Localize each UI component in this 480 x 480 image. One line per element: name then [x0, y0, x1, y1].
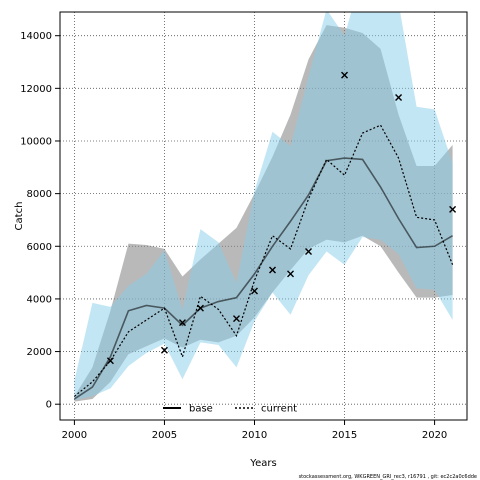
observation-point [178, 319, 186, 327]
x-tick-label: 2000 [62, 430, 87, 441]
y-tick-label: 4000 [27, 294, 52, 305]
y-axis-label: Catch [14, 202, 25, 231]
observation-point [305, 248, 313, 256]
legend: base current [163, 404, 297, 415]
y-tick-label: 8000 [27, 189, 52, 200]
observation-point [251, 287, 258, 295]
x-tick-label: 2015 [332, 430, 357, 441]
observation-point [232, 315, 240, 323]
legend-label-base: base [189, 404, 213, 415]
footer-credit: stockassessment.org, WKGREEN_GRI_rec3, r… [299, 474, 477, 480]
x-tick-label: 2010 [242, 430, 267, 441]
observation-point [395, 94, 403, 102]
series-lines [73, 124, 454, 400]
observation-point [196, 304, 204, 312]
observation-point [341, 71, 349, 79]
line-base [73, 157, 453, 400]
observation-point [160, 346, 168, 354]
y-tick-label: 14000 [20, 31, 52, 42]
observation-point [106, 357, 114, 365]
observation-points [106, 71, 457, 365]
x-tick-label: 2005 [152, 430, 177, 441]
y-tick-label: 2000 [27, 347, 52, 358]
y-tick-label: 12000 [20, 84, 52, 95]
y-tick-label: 10000 [20, 136, 52, 147]
x-axis-label: Years [249, 458, 276, 469]
y-axis-ticks: 0 2000 4000 6000 8000 10000 12000 14000 [20, 31, 60, 411]
observation-point [269, 266, 276, 274]
legend-label-current: current [261, 404, 297, 415]
confidence-bands [74, 12, 453, 402]
legend-item-current: current [235, 404, 297, 415]
legend-item-base: base [163, 404, 213, 415]
band-current [74, 12, 453, 401]
observation-point [287, 270, 295, 278]
x-axis-ticks: 2000 2005 2010 2015 2020 [62, 420, 447, 441]
observation-point [449, 205, 457, 213]
x-tick-label: 2020 [422, 430, 447, 441]
plot-frame [59, 11, 468, 421]
y-tick-label: 0 [46, 400, 52, 411]
y-tick-label: 6000 [27, 242, 52, 253]
